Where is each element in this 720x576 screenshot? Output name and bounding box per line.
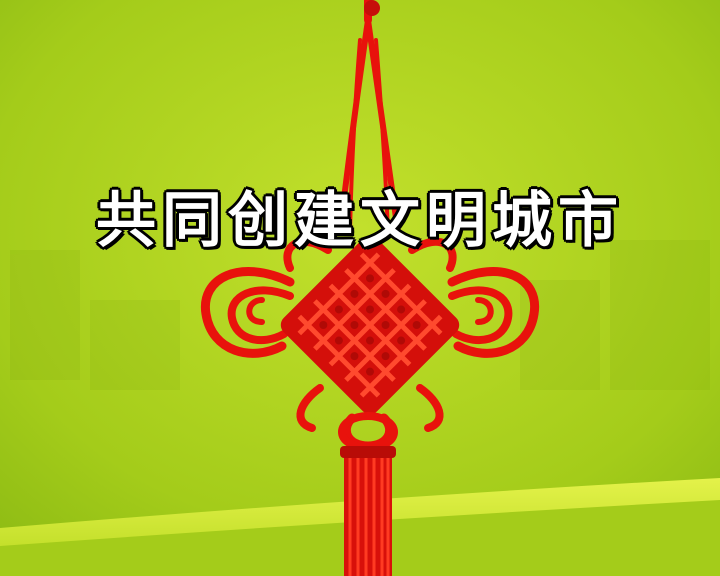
faded-buildings (10, 240, 710, 390)
page-title: 共同创建文明城市 (96, 186, 624, 256)
tassel (340, 446, 396, 576)
